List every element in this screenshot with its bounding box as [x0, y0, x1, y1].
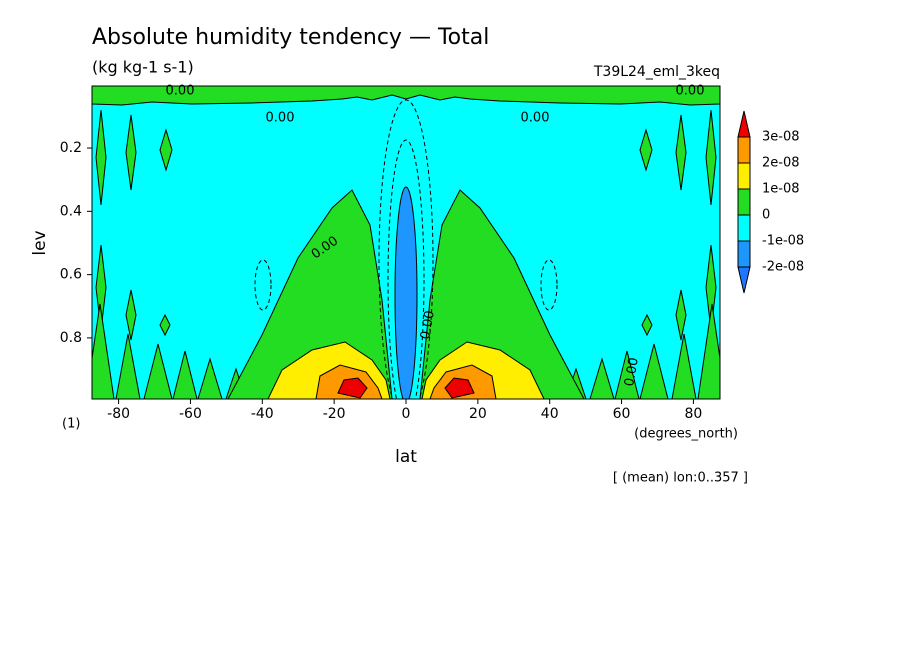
contour-fill	[671, 333, 697, 399]
x-tick-label: 40	[541, 406, 559, 422]
colorbar-cell	[737, 266, 751, 294]
colorbar-label: 1e-08	[762, 182, 800, 197]
x-tick-label: -60	[179, 406, 202, 422]
contour-fill	[95, 109, 107, 206]
contour-fill	[705, 109, 717, 206]
y-tick-label: 0.2	[60, 140, 82, 156]
colorbar-cell	[737, 188, 751, 216]
contour-fill	[92, 86, 720, 106]
contour-fill	[675, 114, 687, 191]
chart-title: Absolute humidity tendency — Total	[92, 25, 489, 50]
x-tick-label: -20	[323, 406, 346, 422]
contour-fill	[444, 377, 475, 399]
contour-line	[387, 139, 425, 399]
colorbar-label: 0	[762, 208, 770, 223]
contour-fill	[143, 343, 173, 399]
contour-fill	[125, 114, 137, 191]
y-tick-label: 0.6	[60, 267, 82, 283]
contour-line	[540, 259, 558, 311]
x-tick-label: 20	[469, 406, 487, 422]
contour-fill	[639, 128, 653, 172]
contour-fill	[115, 333, 141, 399]
colorbar-label: -2e-08	[762, 260, 804, 275]
x-tick-label: 0	[402, 406, 411, 422]
contour-fill	[614, 350, 640, 399]
y-tick-label: 0.8	[60, 330, 82, 346]
colorbar-cell	[737, 136, 751, 164]
x-tick-label: -80	[107, 406, 130, 422]
panel-label: (1)	[62, 417, 80, 432]
plot-area	[92, 86, 720, 399]
footnote: [ (mean) lon:0..357 ]	[613, 471, 748, 486]
contour-label: 0.00	[418, 309, 438, 340]
contour-fill	[159, 313, 171, 337]
contour-fill	[125, 289, 137, 341]
chart-subtitle: (kg kg-1 s-1)	[92, 58, 194, 77]
x-tick-label: 80	[685, 406, 703, 422]
contour-fill	[92, 303, 115, 399]
colorbar-cell	[737, 214, 751, 242]
colorbar-label: 2e-08	[762, 156, 800, 171]
contour-fill	[197, 357, 223, 399]
x-tick-label: -40	[251, 406, 274, 422]
contour-label: 0.00	[166, 84, 195, 99]
colorbar-label: -1e-08	[762, 234, 804, 249]
annotation: T39L24_eml_3keq	[593, 64, 720, 80]
contour-fill	[394, 186, 418, 399]
colorbar-cell	[737, 162, 751, 190]
colorbar-cell	[737, 240, 751, 268]
y-axis-label: lev	[30, 230, 50, 255]
contour-fill	[159, 128, 173, 172]
colorbar-label: 3e-08	[762, 130, 800, 145]
y-tick-label: 0.4	[60, 203, 82, 219]
contour-fill	[589, 357, 615, 399]
contour-fill	[641, 313, 653, 337]
contour-fill	[639, 343, 669, 399]
contour-fill	[337, 377, 368, 399]
contour-label: 0.00	[266, 111, 295, 126]
x-axis-units: (degrees_north)	[634, 427, 738, 442]
contour-line	[254, 259, 272, 311]
colorbar-cell	[737, 110, 751, 138]
contour-label: 0.00	[521, 111, 550, 126]
x-tick-label: 60	[613, 406, 631, 422]
contour-label: 0.00	[676, 84, 705, 99]
x-axis-label: lat	[395, 447, 417, 467]
contour-fill	[697, 303, 720, 399]
contour-fill	[675, 289, 687, 341]
contour-line	[378, 99, 434, 399]
contour-label: 0.00	[622, 356, 642, 387]
contour-fill	[172, 350, 198, 399]
